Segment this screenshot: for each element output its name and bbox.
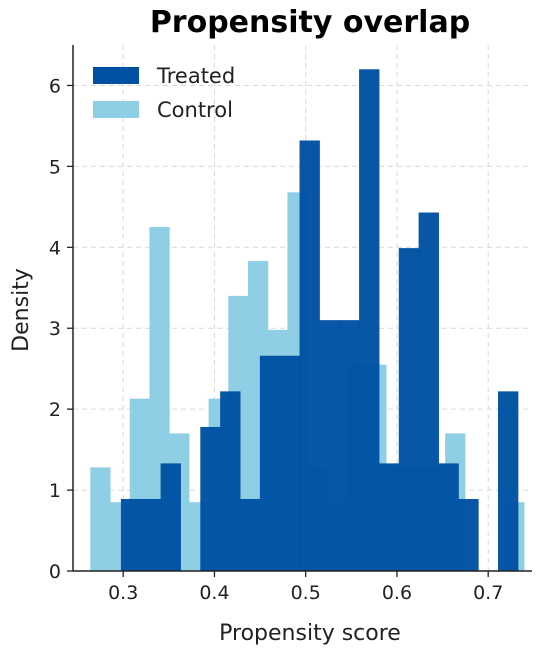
treated-bar xyxy=(359,69,380,572)
treated-bar xyxy=(200,426,221,571)
x-axis-label: Propensity score xyxy=(219,621,401,646)
treated-bar xyxy=(299,140,320,571)
treated-bar xyxy=(319,320,340,571)
treated-bar xyxy=(438,463,459,571)
y-tick-label: 4 xyxy=(49,237,61,259)
control-bar xyxy=(90,467,111,571)
x-tick-label: 0.7 xyxy=(473,582,503,604)
y-tick-label: 0 xyxy=(49,561,61,583)
treated-bar xyxy=(378,463,400,571)
treated-bar xyxy=(339,320,360,571)
legend-swatch xyxy=(93,101,139,118)
axes xyxy=(72,45,532,572)
y-tick-label: 2 xyxy=(49,399,61,421)
legend-swatch xyxy=(93,67,139,84)
treated-bar xyxy=(458,498,479,571)
treated-bar xyxy=(259,355,281,571)
legend: Treated Control xyxy=(93,64,235,122)
treated-bar xyxy=(239,498,261,571)
treated-bar xyxy=(120,498,142,571)
treated-bar xyxy=(279,355,301,571)
treated-bar xyxy=(160,463,181,571)
y-tick-label: 1 xyxy=(49,480,61,502)
treated-bar xyxy=(220,391,241,571)
treated-bar xyxy=(418,212,439,571)
legend-label: Control xyxy=(157,98,233,122)
y-axis-label: Density xyxy=(9,268,34,352)
treated-bar xyxy=(498,391,519,571)
treated-bar xyxy=(398,248,420,571)
y-tick-label: 6 xyxy=(49,75,61,97)
chart-title: Propensity overlap xyxy=(150,5,470,40)
treated-bar xyxy=(140,498,162,571)
x-tick-label: 0.3 xyxy=(108,582,138,604)
y-tick-label: 3 xyxy=(49,318,61,340)
y-tick-label: 5 xyxy=(49,156,61,178)
tick-labels: 0.3 0.4 0.5 0.6 0.7 0 1 2 3 4 5 6 xyxy=(49,75,503,604)
x-tick-label: 0.5 xyxy=(291,582,321,604)
x-tick-label: 0.4 xyxy=(199,582,229,604)
x-tick-label: 0.6 xyxy=(382,582,412,604)
treated-bars xyxy=(120,69,519,572)
legend-label: Treated xyxy=(156,64,235,88)
